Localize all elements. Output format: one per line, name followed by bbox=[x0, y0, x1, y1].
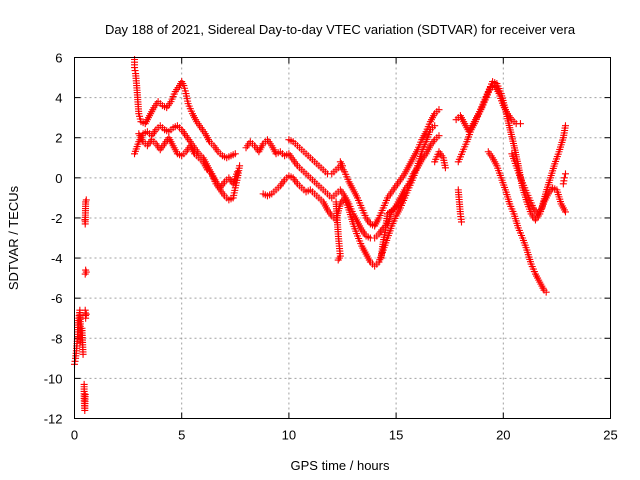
data-point bbox=[561, 170, 569, 178]
plot-frame bbox=[74, 57, 611, 419]
data-marks bbox=[71, 56, 569, 414]
series-seg-mid-low bbox=[135, 130, 241, 192]
data-point bbox=[431, 122, 439, 130]
series-seg-day-c bbox=[259, 122, 439, 270]
y-tick-label: -12 bbox=[44, 412, 63, 427]
data-point bbox=[334, 256, 342, 264]
data-point bbox=[561, 208, 569, 216]
series-seg-top bbox=[131, 56, 239, 162]
y-tick-label: 2 bbox=[55, 131, 62, 146]
series-seg-early-a bbox=[71, 306, 87, 368]
x-tick-label: 5 bbox=[178, 428, 185, 443]
series-seg-drop bbox=[332, 158, 409, 264]
y-tick-label: 4 bbox=[55, 91, 62, 106]
y-tick-label: -2 bbox=[51, 211, 63, 226]
x-tick-label: 25 bbox=[603, 428, 617, 443]
chart-title: Day 188 of 2021, Sidereal Day-to-day VTE… bbox=[105, 22, 576, 37]
x-tick-label: 0 bbox=[71, 428, 78, 443]
y-tick-label: 6 bbox=[55, 51, 62, 66]
data-point bbox=[435, 106, 443, 114]
data-point bbox=[82, 268, 90, 276]
x-tick-label: 20 bbox=[496, 428, 510, 443]
y-axis-label: SDTVAR / TECUs bbox=[6, 185, 21, 290]
series-seg-day-a bbox=[242, 132, 443, 242]
y-tick-label: -6 bbox=[51, 291, 63, 306]
data-point bbox=[233, 168, 241, 176]
data-point bbox=[82, 310, 90, 318]
x-tick-label: 10 bbox=[282, 428, 296, 443]
data-point bbox=[231, 150, 239, 158]
series-seg-day-b bbox=[285, 106, 443, 230]
series-seg-mid-high bbox=[131, 122, 244, 204]
series-seg-early-b bbox=[80, 196, 90, 414]
data-point bbox=[236, 162, 244, 170]
x-axis-label: GPS time / hours bbox=[291, 458, 390, 473]
x-tick-label: 15 bbox=[389, 428, 403, 443]
data-point bbox=[516, 120, 524, 128]
data-point bbox=[561, 122, 569, 130]
series-seg-evening-d bbox=[508, 122, 569, 218]
data-point bbox=[401, 190, 409, 198]
data-point bbox=[435, 132, 443, 140]
data-point bbox=[339, 162, 346, 170]
data-point bbox=[457, 218, 465, 226]
data-point bbox=[441, 164, 449, 172]
series-seg-scatter bbox=[431, 148, 465, 226]
data-point bbox=[79, 350, 87, 358]
data-point bbox=[82, 314, 90, 322]
y-tick-label: -4 bbox=[51, 251, 63, 266]
y-tick-label: 0 bbox=[55, 171, 62, 186]
axis-ticks: 0 5 10 15 20 25 -12 -10 -8 -6 -4 -2 0 2 4 6 bbox=[44, 51, 618, 443]
data-point bbox=[82, 196, 90, 204]
y-tick-label: -10 bbox=[44, 371, 63, 386]
data-point bbox=[542, 288, 550, 296]
series-seg-evening-c bbox=[484, 148, 550, 296]
data-point bbox=[81, 390, 89, 398]
y-tick-label: -8 bbox=[51, 331, 63, 346]
data-point bbox=[560, 174, 568, 182]
